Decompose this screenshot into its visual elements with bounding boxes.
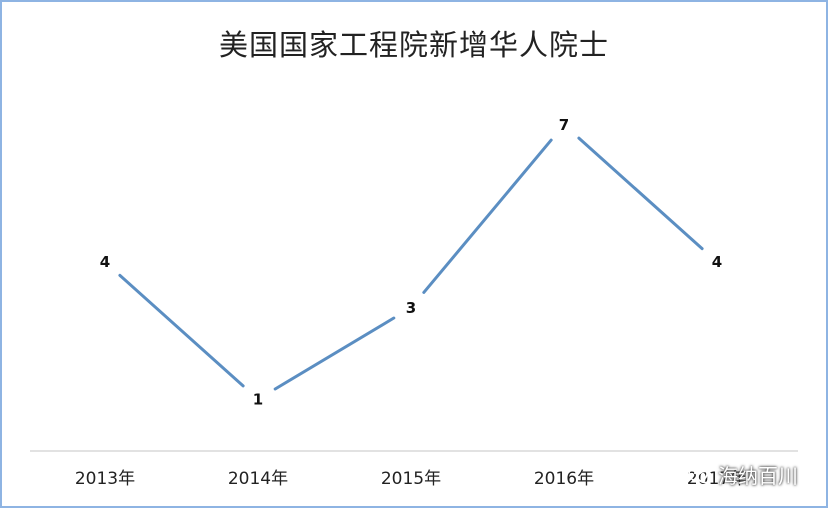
- data-label: 1: [253, 390, 263, 408]
- chart-title: 美国国家工程院新增华人院士: [218, 28, 609, 62]
- data-labels-group: 4 1 3 7 4: [100, 116, 722, 409]
- x-tick-label: 2016年: [534, 469, 594, 489]
- series-line-segment: [273, 316, 396, 391]
- data-label: 4: [712, 253, 722, 271]
- x-tick-label: 2017年: [687, 469, 747, 489]
- x-tick-label: 2013年: [75, 469, 135, 489]
- watermark-text: 海纳百川: [718, 464, 798, 488]
- series-line-segment: [422, 138, 553, 294]
- series-line-segment: [577, 136, 704, 251]
- x-tick-label: 2015年: [381, 469, 441, 489]
- watermark: 海纳百川: [688, 460, 798, 489]
- x-tick-labels-group: 2013年 2014年 2015年 2016年 2017年: [75, 469, 747, 489]
- series-line-group: [118, 136, 704, 391]
- data-label: 7: [559, 116, 569, 134]
- data-label: 3: [406, 299, 416, 317]
- series-line-segment: [118, 273, 245, 388]
- x-tick-label: 2014年: [228, 469, 288, 489]
- data-label: 4: [100, 253, 110, 271]
- wechat-icon: [688, 465, 713, 483]
